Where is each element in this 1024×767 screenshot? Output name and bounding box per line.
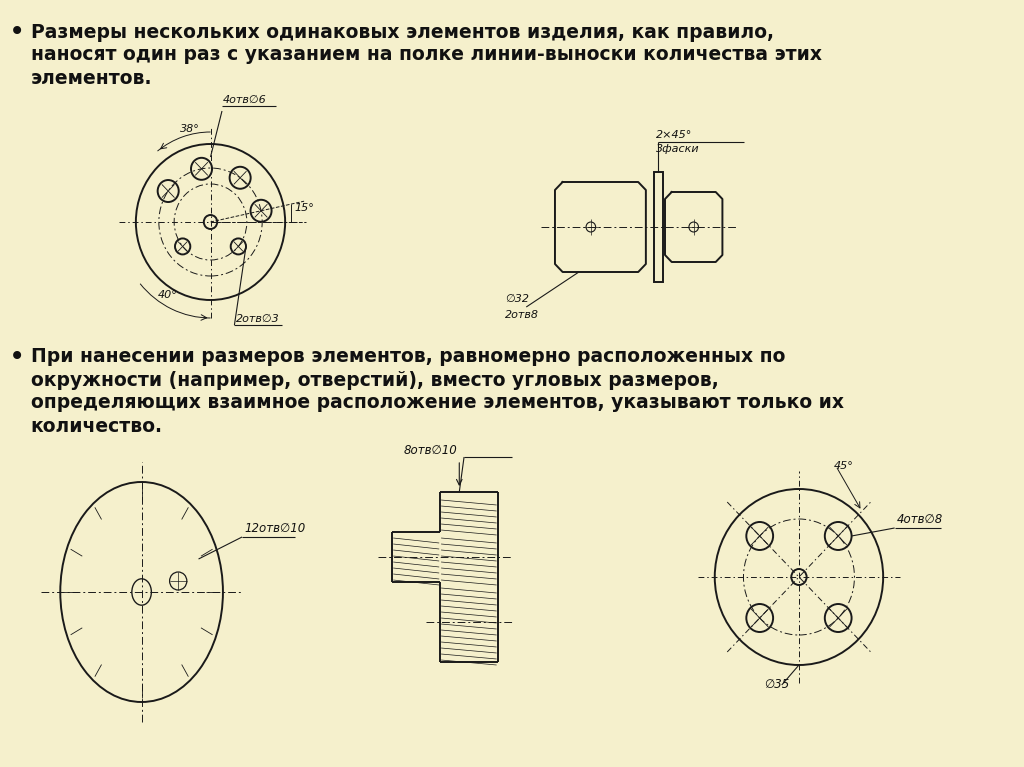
Text: 3фаски: 3фаски (656, 144, 700, 154)
Text: определяющих взаимное расположение элементов, указывают только их: определяющих взаимное расположение элеме… (31, 393, 844, 413)
Text: 38°: 38° (179, 124, 200, 134)
Text: ∅35: ∅35 (765, 679, 790, 692)
Text: элементов.: элементов. (31, 68, 153, 87)
Text: 4отв∅8: 4отв∅8 (897, 513, 943, 526)
Text: 45°: 45° (834, 461, 853, 471)
Text: 4отв∅6: 4отв∅6 (223, 95, 266, 105)
Text: окружности (например, отверстий), вместо угловых размеров,: окружности (например, отверстий), вместо… (31, 370, 719, 390)
Text: При нанесении размеров элементов, равномерно расположенных по: При нанесении размеров элементов, равном… (31, 347, 785, 367)
Text: 8отв∅10: 8отв∅10 (403, 445, 458, 457)
Text: ∅32: ∅32 (505, 294, 529, 304)
Text: количество.: количество. (31, 416, 163, 436)
Bar (653, 172, 664, 282)
Text: 15°: 15° (294, 203, 314, 213)
Text: 2отв8: 2отв8 (505, 310, 540, 320)
Text: 40°: 40° (158, 290, 177, 300)
Text: •: • (9, 18, 26, 46)
Text: Размеры нескольких одинаковых элементов изделия, как правило,: Размеры нескольких одинаковых элементов … (31, 22, 773, 41)
Text: •: • (9, 343, 26, 371)
Text: 2отв∅3: 2отв∅3 (237, 314, 281, 324)
Text: 12отв∅10: 12отв∅10 (244, 522, 305, 535)
Text: 2×45°: 2×45° (656, 130, 693, 140)
Text: наносят один раз с указанием на полке линии-выноски количества этих: наносят один раз с указанием на полке ли… (31, 45, 821, 64)
